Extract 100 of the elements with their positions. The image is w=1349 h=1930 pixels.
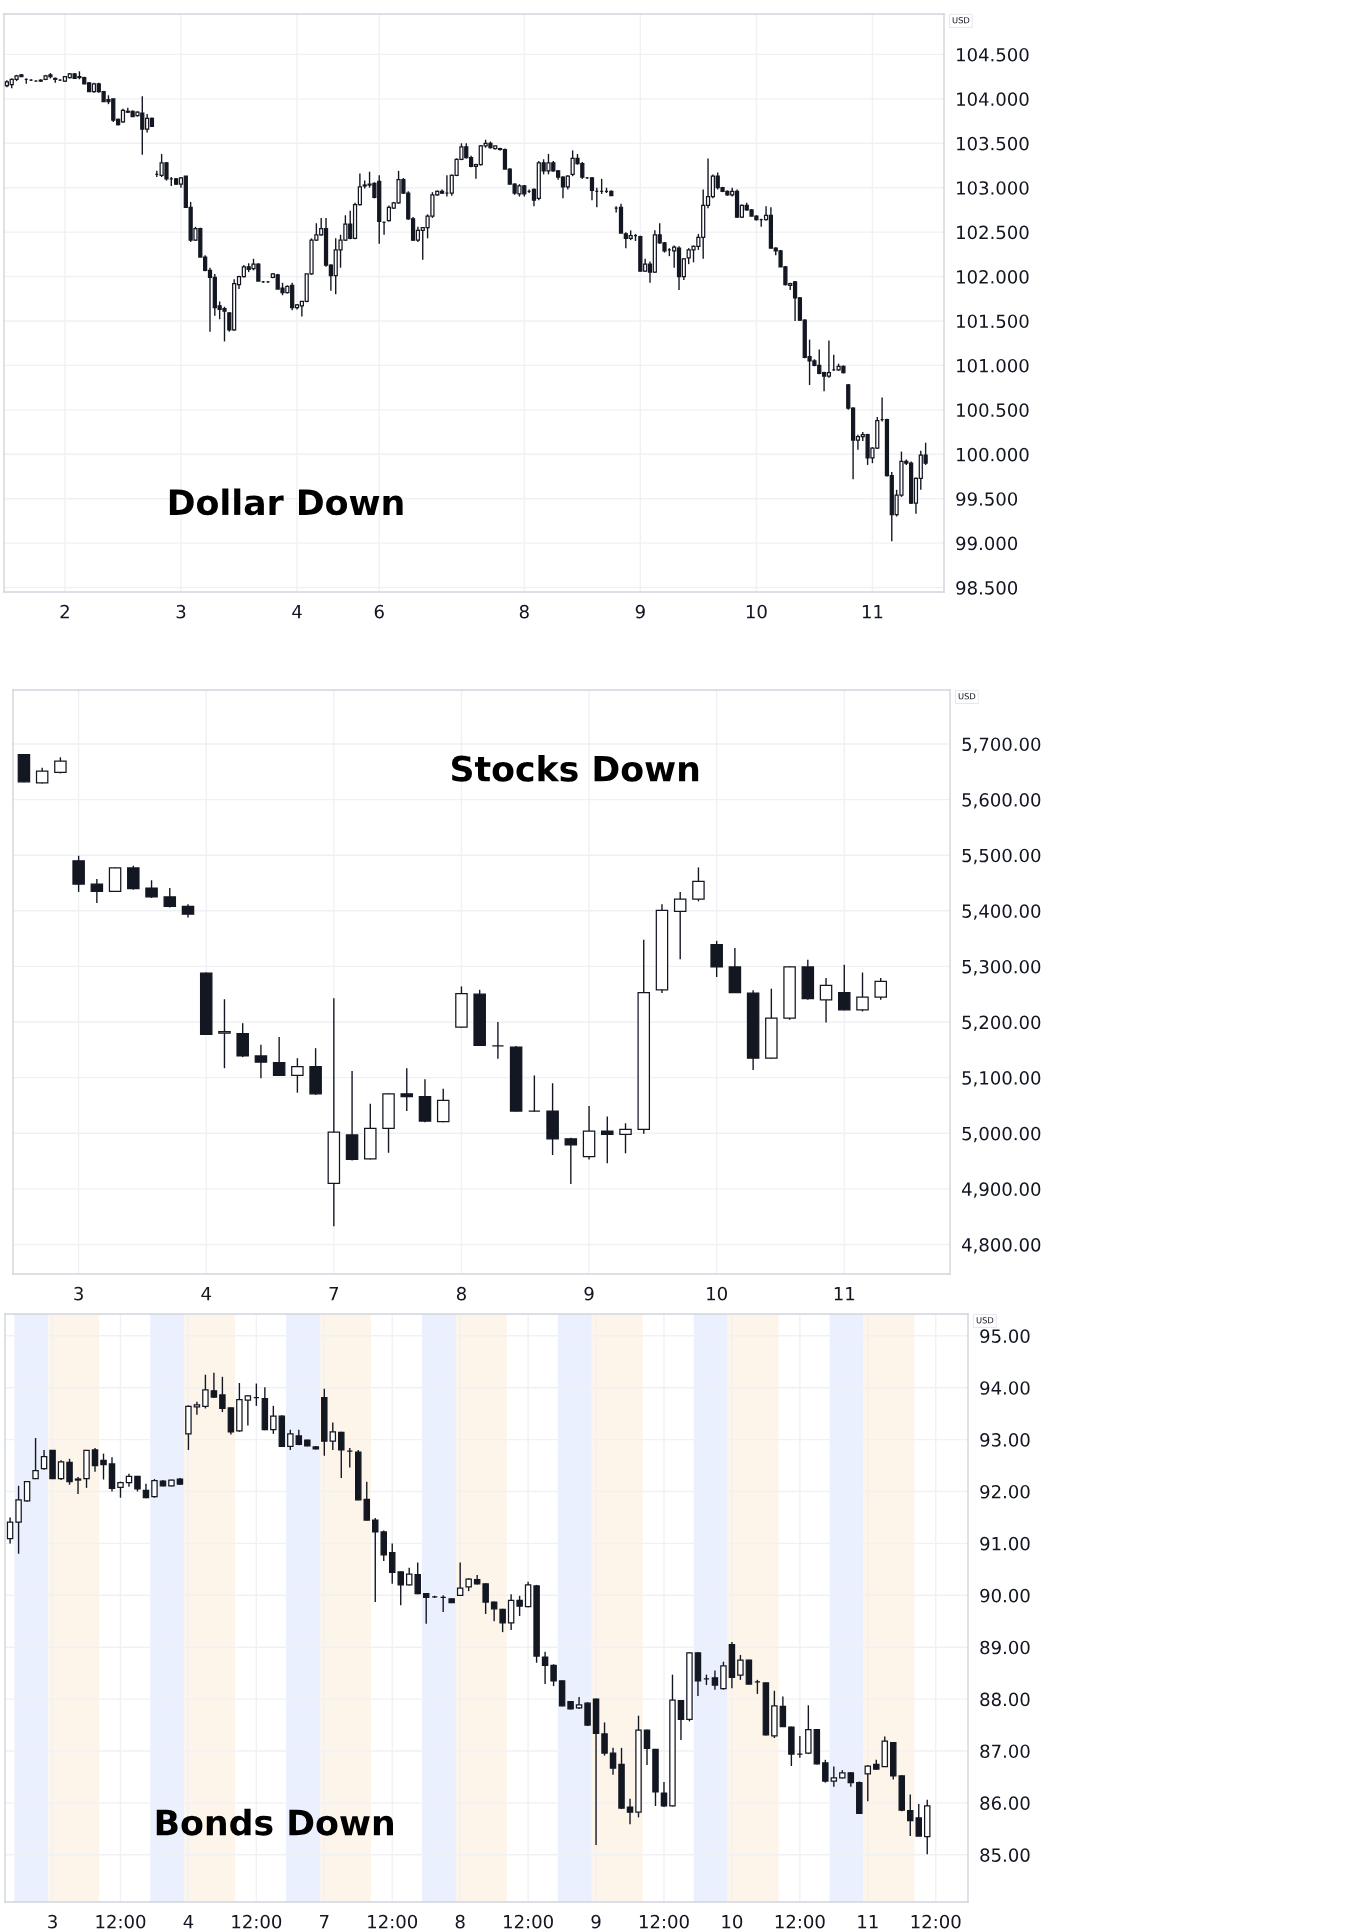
candlestick: [490, 1600, 498, 1622]
x-tick-label: 3: [74, 1286, 83, 1301]
y-tick-label: 5,100.00: [962, 1071, 1041, 1087]
candlestick: [236, 1022, 249, 1058]
y-tick-label: 104.500: [957, 47, 1029, 62]
x-tick-label: 8: [519, 604, 529, 619]
candlestick: [619, 1122, 632, 1155]
candlestick: [422, 1592, 430, 1625]
x-tick-label: 12:00: [639, 1914, 689, 1929]
candlestick: [436, 1088, 450, 1123]
candlestick: [329, 1421, 337, 1451]
y-tick-label: 5,400.00: [962, 904, 1041, 920]
x-tick-label: 4: [183, 1915, 194, 1929]
y-tick-label: 93.00: [980, 1433, 1030, 1447]
x-tick-label: 12:00: [232, 1914, 282, 1929]
candlestick: [779, 1695, 787, 1728]
y-tick-label: 101.000: [957, 358, 1029, 373]
candlestick: [737, 1654, 744, 1681]
y-tick-label: 102.500: [957, 225, 1029, 240]
candlestick: [692, 866, 705, 903]
candlestick: [456, 1561, 464, 1597]
candlestick: [528, 1074, 541, 1113]
text: Bonds Down: [156, 1808, 393, 1836]
candlestick: [32, 1437, 39, 1480]
x-tick-label: 9: [584, 1286, 594, 1301]
y-axis-title: USD: [958, 693, 976, 700]
candlestick: [643, 1729, 651, 1766]
candlestick: [100, 1452, 107, 1481]
y-tick-label: 5,700.00: [962, 737, 1041, 753]
text: Stocks Down: [452, 754, 699, 782]
candlestick: [819, 977, 833, 1024]
y-tick-label: 101.500: [957, 314, 1029, 329]
y-tick-label: 94.00: [980, 1381, 1030, 1395]
candlestick: [108, 866, 122, 893]
candlestick: [272, 1036, 286, 1077]
candlestick: [491, 1021, 505, 1060]
candlestick: [482, 1582, 489, 1615]
x-tick-label: 11: [858, 1915, 878, 1929]
candlestick: [72, 855, 85, 893]
y-tick-label: 89.00: [980, 1640, 1030, 1655]
candlestick: [90, 878, 104, 904]
y-tick-label: 99.000: [956, 536, 1018, 551]
candlestick: [254, 1044, 268, 1079]
y-tick-label: 95.00: [980, 1329, 1030, 1343]
x-tick-label: 7: [329, 1287, 339, 1301]
candlestick: [609, 1747, 617, 1776]
text: Dollar Down: [169, 488, 403, 516]
x-tick-label: 6: [374, 604, 384, 619]
x-tick-label: 9: [635, 604, 645, 619]
candlestick: [822, 1759, 829, 1784]
y-tick-label: 87.00: [980, 1744, 1030, 1759]
candlestick: [218, 998, 231, 1069]
candlestick: [338, 1431, 345, 1479]
x-tick-label: 3: [48, 1914, 57, 1929]
x-tick-label: 11: [862, 605, 883, 619]
y-tick-label: 5,500.00: [962, 848, 1041, 865]
x-tick-label: 10: [722, 1914, 743, 1929]
candlestick: [15, 1485, 22, 1555]
candlestick: [745, 1658, 753, 1686]
x-tick-label: 12:00: [504, 1914, 553, 1929]
x-tick-label: 12:00: [775, 1914, 825, 1929]
y-tick-label: 4,800.00: [961, 1237, 1041, 1254]
y-tick-label: 90.00: [980, 1588, 1030, 1603]
candlestick: [564, 1137, 578, 1185]
y-tick-label: 100.500: [957, 403, 1029, 417]
candlestick: [541, 1651, 549, 1685]
candlestick: [222, 306, 227, 343]
candlestick: [874, 977, 888, 1001]
candlestick: [193, 1401, 201, 1416]
candlestick: [856, 971, 869, 1013]
x-tick-label: 12:00: [368, 1914, 418, 1929]
candlestick: [601, 1721, 608, 1757]
candlestick: [837, 964, 851, 1012]
y-tick-label: 88.00: [980, 1692, 1030, 1707]
y-tick-label: 102.000: [957, 270, 1029, 284]
candlestick: [66, 1458, 73, 1486]
y-tick-label: 5,000.00: [962, 1126, 1041, 1143]
y-tick-label: 4,900.00: [961, 1182, 1041, 1198]
y-tick-label: 85.00: [980, 1848, 1030, 1862]
candlestick: [270, 1405, 277, 1435]
candlestick: [91, 1447, 99, 1473]
candlestick: [400, 1067, 414, 1112]
candlestick: [710, 940, 723, 978]
candlestick: [524, 1581, 532, 1608]
candlestick: [720, 1661, 727, 1691]
candlestick: [151, 1478, 158, 1499]
y-tick-label: 91.00: [980, 1536, 1030, 1551]
y-tick-label: 103.000: [957, 181, 1029, 195]
candlestick: [40, 1449, 48, 1471]
candlestick: [589, 176, 595, 201]
candlestick: [626, 1798, 634, 1825]
y-tick-label: 98.500: [956, 581, 1018, 595]
y-tick-label: 100.000: [957, 447, 1029, 462]
x-tick-label: 11: [834, 1287, 855, 1301]
candlestick: [660, 1781, 668, 1808]
y-tick-label: 86.00: [980, 1796, 1030, 1810]
candlestick: [6, 1516, 14, 1545]
x-tick-label: 10: [746, 604, 767, 619]
y-tick-label: 5,200.00: [962, 1015, 1041, 1031]
candlestick: [227, 1406, 235, 1436]
